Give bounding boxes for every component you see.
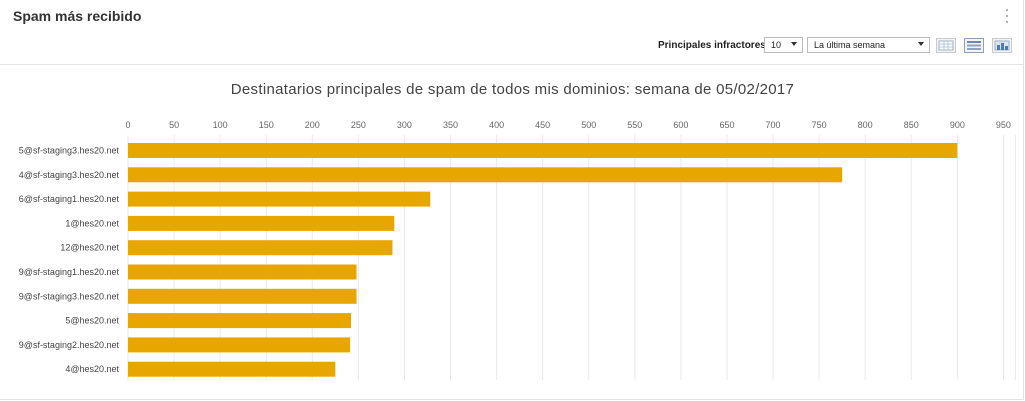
list-view-button[interactable]	[964, 38, 984, 53]
bar[interactable]	[128, 143, 958, 158]
category-label: 9@sf-staging2.hes20.net	[19, 340, 120, 350]
x-tick-label: 450	[535, 120, 550, 130]
category-label: 12@hes20.net	[60, 243, 119, 253]
x-tick-label: 500	[581, 120, 596, 130]
x-tick-label: 700	[766, 120, 781, 130]
widget-title: Spam más recibido	[13, 8, 142, 24]
x-tick-label: 550	[627, 120, 642, 130]
x-tick-label: 250	[351, 120, 366, 130]
category-label: 5@hes20.net	[65, 316, 119, 326]
bar[interactable]	[128, 288, 357, 304]
header-divider	[0, 64, 1023, 65]
top-offenders-label: Principales infractores	[658, 40, 766, 51]
chart-title: Destinatarios principales de spam de tod…	[230, 81, 795, 98]
x-tick-label: 200	[305, 120, 320, 130]
x-tick-label: 750	[812, 120, 827, 130]
table-view-button[interactable]	[936, 38, 956, 53]
category-label: 5@sf-staging3.hes20.net	[19, 146, 120, 156]
x-tick-label: 150	[259, 120, 274, 130]
x-tick-label: 100	[213, 120, 228, 130]
bar[interactable]	[128, 191, 431, 207]
x-tick-label: 900	[950, 120, 965, 130]
category-label: 9@sf-staging1.hes20.net	[19, 267, 120, 277]
bar[interactable]	[128, 264, 357, 280]
x-tick-label: 0	[125, 120, 130, 130]
category-label: 4@sf-staging3.hes20.net	[19, 170, 120, 180]
x-tick-label: 400	[489, 120, 504, 130]
x-tick-label: 600	[673, 120, 688, 130]
kebab-menu-icon[interactable]	[1005, 9, 1009, 23]
bar[interactable]	[128, 313, 352, 329]
category-label: 9@sf-staging3.hes20.net	[19, 291, 120, 301]
top-count-select[interactable]: 10	[764, 37, 803, 53]
bar[interactable]	[128, 167, 843, 183]
list-view-icon	[967, 41, 981, 50]
dropdown-arrow-icon	[918, 42, 924, 46]
category-label: 6@sf-staging1.hes20.net	[19, 194, 120, 204]
bar[interactable]	[128, 361, 336, 377]
chart-view-button[interactable]	[992, 38, 1012, 53]
spam-recipients-bar-chart: 0 50 100 150 200 250 300 350 400 450 500 550 600 650 7…	[19, 120, 1016, 380]
x-tick-label: 650	[719, 120, 734, 130]
widget-toolbar: Principales infractores 10 La última sem…	[0, 37, 1023, 55]
x-tick-label: 800	[858, 120, 873, 130]
table-view-icon	[938, 40, 954, 51]
bar[interactable]	[128, 337, 351, 353]
category-label: 1@hes20.net	[65, 218, 119, 228]
chart-view-icon	[994, 40, 1010, 51]
category-label: 4@hes20.net	[65, 364, 119, 374]
x-tick-label: 50	[169, 120, 179, 130]
dropdown-arrow-icon	[791, 42, 797, 46]
x-tick-label: 850	[904, 120, 919, 130]
x-tick-label: 300	[397, 120, 412, 130]
x-tick-label: 350	[443, 120, 458, 130]
time-range-value: La última semana	[814, 40, 886, 50]
bar[interactable]	[128, 215, 395, 231]
top-count-value: 10	[771, 40, 782, 50]
time-range-select[interactable]: La última semana	[807, 37, 930, 53]
bar[interactable]	[128, 240, 393, 256]
x-tick-label: 950	[996, 120, 1011, 130]
